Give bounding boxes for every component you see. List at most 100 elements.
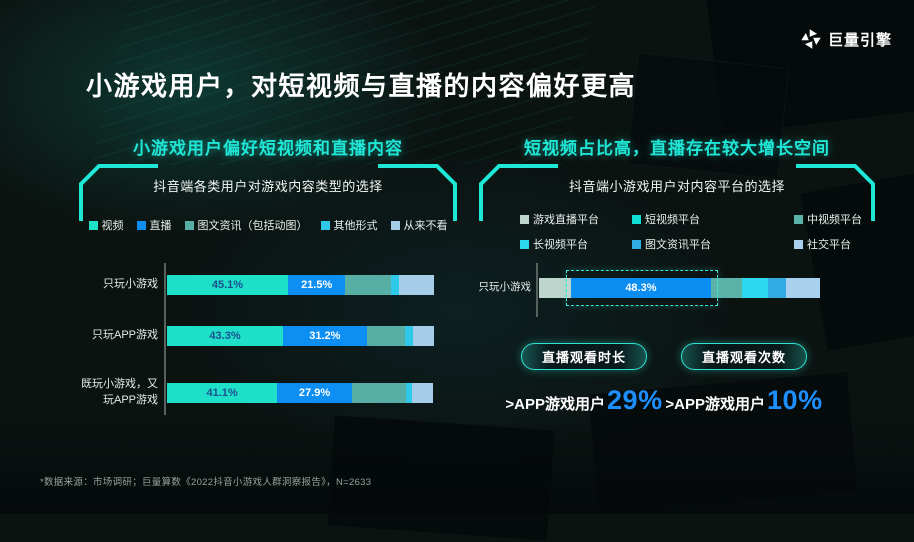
legend-label: 图文资讯（包括动图） bbox=[197, 220, 308, 232]
legend-item: 游戏直播平台 bbox=[520, 211, 632, 227]
stacked-bar: 45.1% 21.5% bbox=[167, 275, 435, 295]
bar-segment: 48.3% bbox=[570, 278, 711, 298]
left-panel-header: 小游戏用户偏好短视频和直播内容 bbox=[133, 139, 403, 158]
row-label: 既玩小游戏，又玩APP游戏 bbox=[81, 378, 158, 406]
bar-segment bbox=[412, 326, 435, 346]
stat-prefix: >APP游戏用户 bbox=[665, 396, 766, 413]
bar-segment bbox=[366, 326, 406, 346]
bar-segment bbox=[345, 275, 392, 295]
legend-label: 直播 bbox=[149, 220, 172, 232]
left-chart: 只玩小游戏 45.1% 21.5% 只玩APP游戏 43.3% 31.2% 既玩小游戏，又玩… bbox=[78, 263, 458, 415]
left-chart-title: 抖音端各类用户对游戏内容类型的选择 bbox=[153, 179, 383, 194]
stat-line: >APP游戏用户 10% bbox=[665, 385, 822, 416]
bar-segment bbox=[405, 326, 413, 346]
stacked-bar: 43.3% 31.2% bbox=[167, 326, 435, 346]
bar-segment bbox=[405, 382, 413, 403]
legend-label: 其他形式 bbox=[333, 220, 378, 232]
teal-glow-decoration bbox=[0, 0, 470, 250]
bar-segment bbox=[768, 278, 787, 298]
bar-segment bbox=[786, 278, 820, 298]
legend-swatch-icon bbox=[520, 239, 529, 249]
left-chart-rows: 只玩小游戏 45.1% 21.5% 只玩APP游戏 43.3% 31.2% 既玩小游戏，又玩… bbox=[78, 275, 458, 409]
legend-label: 从来不看 bbox=[403, 220, 448, 232]
corner-bracket-icon bbox=[79, 164, 158, 221]
right-chart-panel: 短视频占比高，直播存在较大增长空间 抖音端小游戏用户对内容平台的选择 游戏直播平… bbox=[478, 139, 876, 425]
bar-segment: 21.5% bbox=[287, 275, 346, 295]
stat-line: >APP游戏用户 29% bbox=[505, 385, 662, 416]
corner-bracket-icon bbox=[796, 164, 875, 221]
bar-segment: 31.2% bbox=[283, 326, 367, 346]
pinwheel-logo-icon bbox=[801, 29, 821, 49]
legend-item: 其他形式 bbox=[320, 217, 378, 233]
legend-item: 中视频平台 bbox=[794, 211, 862, 227]
stacked-bar: 48.3% bbox=[539, 270, 829, 306]
brand-logo: 巨量引擎 bbox=[800, 28, 892, 50]
legend-swatch-icon bbox=[184, 220, 194, 230]
chart-row: 只玩小游戏 45.1% 21.5% bbox=[78, 275, 458, 295]
bar-segment bbox=[351, 382, 406, 403]
bar-segment: 43.3% bbox=[167, 326, 284, 346]
bottom-shade-decoration bbox=[0, 414, 914, 514]
legend-swatch-icon bbox=[390, 220, 400, 230]
legend-item: 从来不看 bbox=[390, 217, 448, 233]
legend-item: 视频 bbox=[88, 217, 124, 233]
legend-swatch-icon bbox=[520, 214, 529, 224]
right-panel-header: 短视频占比高，直播存在较大增长空间 bbox=[524, 139, 830, 158]
legend-label: 游戏直播平台 bbox=[533, 214, 599, 226]
left-chart-panel: 小游戏用户偏好短视频和直播内容 抖音端各类用户对游戏内容类型的选择 视频 直播 图文… bbox=[78, 139, 458, 425]
legend-swatch-icon bbox=[632, 239, 641, 249]
bar-segment: 45.1% bbox=[167, 275, 288, 295]
bar-segment bbox=[391, 275, 400, 295]
legend-label: 图文资讯平台 bbox=[645, 239, 711, 251]
legend-item: 图文资讯平台 bbox=[632, 236, 794, 252]
left-chart-legend: 视频 直播 图文资讯（包括动图） 其他形式 从来不看 bbox=[78, 217, 458, 233]
legend-swatch-icon bbox=[88, 220, 98, 230]
cube-decoration bbox=[626, 52, 790, 180]
stat-prefix: >APP游戏用户 bbox=[505, 396, 606, 413]
legend-label: 中视频平台 bbox=[807, 214, 862, 226]
bar-segment bbox=[710, 278, 742, 298]
brand-name: 巨量引擎 bbox=[827, 31, 892, 49]
legend-item: 社交平台 bbox=[794, 236, 862, 252]
legend-item: 直播 bbox=[136, 217, 172, 233]
stat-badge: 直播观看时长 bbox=[520, 343, 647, 370]
legend-label: 长视频平台 bbox=[533, 239, 588, 251]
stat-badge: 直播观看次数 bbox=[680, 343, 807, 370]
legend-item: 长视频平台 bbox=[520, 236, 632, 252]
corner-bracket-icon bbox=[378, 164, 457, 221]
bar-segment bbox=[741, 278, 769, 298]
bar-segment: 41.1% bbox=[167, 382, 278, 403]
legend-swatch-icon bbox=[136, 220, 146, 230]
legend-swatch-icon bbox=[632, 214, 641, 224]
stacked-bar: 41.1% 27.9% bbox=[167, 382, 435, 403]
row-label: 只玩小游戏 bbox=[478, 281, 532, 294]
legend-label: 短视频平台 bbox=[645, 214, 700, 226]
stat-value: 10% bbox=[767, 385, 823, 415]
legend-item: 短视频平台 bbox=[632, 211, 794, 227]
data-source-footnote: *数据来源：市场调研；巨量算数《2022抖音小游戏人群洞察报告》，N=2633 bbox=[40, 477, 372, 488]
legend-swatch-icon bbox=[320, 220, 330, 230]
stat-block-watch-duration: 直播观看时长 >APP游戏用户 29% bbox=[502, 343, 666, 416]
legend-label: 社交平台 bbox=[807, 239, 851, 251]
page-title: 小游戏用户，对短视频与直播的内容偏好更高 bbox=[86, 71, 637, 101]
legend-swatch-icon bbox=[794, 214, 803, 224]
bar-segment bbox=[412, 382, 434, 403]
stat-block-watch-count: 直播观看次数 >APP游戏用户 10% bbox=[662, 343, 826, 416]
chart-row: 只玩APP游戏 43.3% 31.2% bbox=[78, 326, 458, 346]
chart-row: 既玩小游戏，又玩APP游戏 41.1% 27.9% bbox=[78, 377, 458, 409]
row-label: 只玩小游戏 bbox=[103, 278, 158, 291]
right-chart: 只玩小游戏 48.3% bbox=[478, 263, 876, 317]
right-chart-title: 抖音端小游戏用户对内容平台的选择 bbox=[568, 179, 785, 194]
legend-item: 图文资讯（包括动图） bbox=[184, 217, 308, 233]
corner-bracket-icon bbox=[479, 164, 558, 221]
legend-label: 视频 bbox=[101, 220, 124, 232]
y-axis-line bbox=[536, 263, 538, 317]
y-axis-line bbox=[164, 263, 166, 415]
stat-value: 29% bbox=[607, 385, 663, 415]
right-chart-legend: 游戏直播平台 短视频平台 中视频平台长视频平台 图文资讯平台 社交平台 bbox=[520, 211, 862, 252]
legend-swatch-icon bbox=[794, 239, 803, 249]
bar-segment bbox=[539, 278, 571, 298]
bar-segment: 27.9% bbox=[277, 382, 352, 403]
row-label: 只玩APP游戏 bbox=[91, 329, 158, 342]
